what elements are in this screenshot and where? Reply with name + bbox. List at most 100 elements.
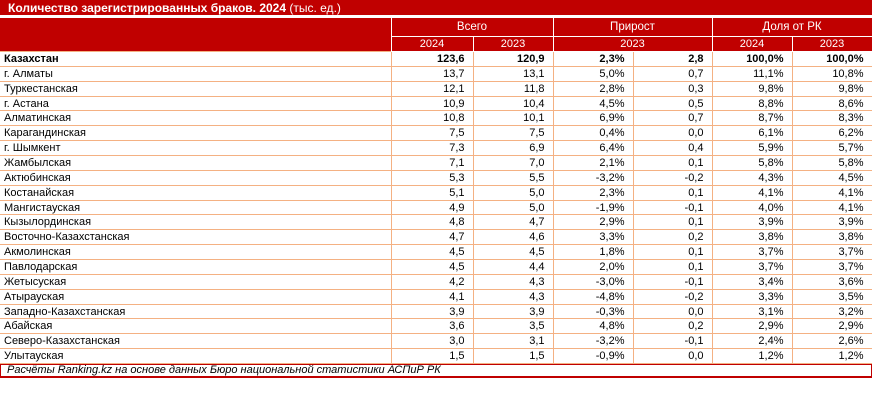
table-row: Акмолинская 4,5 4,5 1,8% 0,1 3,7% 3,7% xyxy=(0,244,872,261)
cell-s24: 2,4% xyxy=(711,333,793,350)
cell-g_pct: 0,4% xyxy=(552,125,634,142)
cell-g_pct: 2,0% xyxy=(552,259,634,275)
cell-t23: 7,0 xyxy=(472,155,554,171)
cell-region: г. Астана xyxy=(0,95,392,112)
cell-s24: 100,0% xyxy=(711,51,793,67)
cell-g_abs: -0,1 xyxy=(632,199,713,216)
cell-t24: 4,7 xyxy=(390,229,474,246)
cell-g_pct: 3,3% xyxy=(552,229,634,246)
cell-g_pct: -0,3% xyxy=(552,303,634,320)
source-note: Расчёты Ranking.kz на основе данных Бюро… xyxy=(0,364,872,379)
table-row: Северо-Казахстанская 3,0 3,1 -3,2% -0,1 2,4% 2… xyxy=(0,333,872,350)
cell-t23: 10,1 xyxy=(472,110,554,127)
cell-g_abs: 0,7 xyxy=(632,110,713,127)
cell-s24: 3,3% xyxy=(711,288,793,305)
cell-region: Мангистауская xyxy=(0,199,392,216)
cell-t23: 4,4 xyxy=(472,259,554,275)
cell-g_pct: -4,8% xyxy=(552,288,634,305)
cell-t24: 3,0 xyxy=(390,333,474,350)
cell-g_abs: 0,1 xyxy=(632,259,713,275)
cell-t24: 7,3 xyxy=(390,140,474,157)
table-row: Восточно-Казахстанская 4,7 4,6 3,3% 0,2 3,8% 3… xyxy=(0,229,872,246)
cell-s24: 5,9% xyxy=(711,140,793,157)
cell-g_pct: -3,2% xyxy=(552,169,634,186)
cell-t23: 6,9 xyxy=(472,140,554,157)
cell-t23: 1,5 xyxy=(472,348,554,365)
cell-t24: 7,1 xyxy=(390,155,474,171)
cell-g_pct: 2,8% xyxy=(552,80,634,97)
cell-s23: 6,2% xyxy=(791,125,872,142)
cell-s24: 3,8% xyxy=(711,229,793,246)
cell-t23: 4,7 xyxy=(472,214,554,231)
table-row: г. Алматы 13,7 13,1 5,0% 0,7 11,1% 10,8% xyxy=(0,65,872,82)
cell-s24: 5,8% xyxy=(711,155,793,171)
cell-g_abs: 0,1 xyxy=(632,214,713,231)
cell-region: Павлодарская xyxy=(0,259,392,275)
table-title-main: Количество зарегистрированных браков. 20… xyxy=(8,1,287,15)
cell-s23: 3,7% xyxy=(791,244,872,261)
table-row: Улытауская 1,5 1,5 -0,9% 0,0 1,2% 1,2% xyxy=(0,348,872,365)
cell-g_abs: 0,0 xyxy=(632,348,713,365)
cell-t23: 13,1 xyxy=(472,65,554,82)
cell-g_abs: 0,2 xyxy=(632,318,713,335)
cell-s24: 6,1% xyxy=(711,125,793,142)
cell-t24: 4,2 xyxy=(390,273,474,290)
cell-g_abs: 0,1 xyxy=(632,244,713,261)
cell-t24: 4,9 xyxy=(390,199,474,216)
cell-t24: 4,5 xyxy=(390,259,474,275)
cell-s24: 11,1% xyxy=(711,65,793,82)
cell-t23: 4,6 xyxy=(472,229,554,246)
cell-t24: 5,1 xyxy=(390,184,474,201)
cell-region: Восточно-Казахстанская xyxy=(0,229,392,246)
cell-g_pct: 2,9% xyxy=(552,214,634,231)
table-row: Абайская 3,6 3,5 4,8% 0,2 2,9% 2,9% xyxy=(0,318,872,335)
cell-s23: 5,8% xyxy=(791,155,872,171)
cell-g_pct: 1,8% xyxy=(552,244,634,261)
cell-region: Кызылординская xyxy=(0,214,392,231)
header-group-total: Всего xyxy=(390,17,554,37)
cell-g_abs: 2,8 xyxy=(632,51,713,67)
cell-g_pct: 2,3% xyxy=(552,184,634,201)
table-row: г. Шымкент 7,3 6,9 6,4% 0,4 5,9% 5,7% xyxy=(0,140,872,157)
cell-s23: 4,1% xyxy=(791,184,872,201)
cell-s24: 3,4% xyxy=(711,273,793,290)
cell-region: Жамбылская xyxy=(0,155,392,171)
cell-t24: 10,9 xyxy=(390,95,474,112)
cell-s23: 4,1% xyxy=(791,199,872,216)
table-row: Павлодарская 4,5 4,4 2,0% 0,1 3,7% 3,7% xyxy=(0,259,872,275)
cell-g_abs: -0,2 xyxy=(632,288,713,305)
cell-t24: 1,5 xyxy=(390,348,474,365)
cell-t24: 4,1 xyxy=(390,288,474,305)
table-row: Жетысуская 4,2 4,3 -3,0% -0,1 3,4% 3,6% xyxy=(0,273,872,290)
cell-region: Северо-Казахстанская xyxy=(0,333,392,350)
cell-s23: 8,6% xyxy=(791,95,872,112)
cell-t23: 10,4 xyxy=(472,95,554,112)
table-row: г. Астана 10,9 10,4 4,5% 0,5 8,8% 8,6% xyxy=(0,95,872,112)
cell-s23: 2,6% xyxy=(791,333,872,350)
cell-g_pct: -1,9% xyxy=(552,199,634,216)
marriages-table: Всего Прирост Доля от РК 2024 2023 2023 … xyxy=(0,17,872,365)
cell-g_abs: 0,2 xyxy=(632,229,713,246)
cell-region: Жетысуская xyxy=(0,273,392,290)
table-title: Количество зарегистрированных браков. 20… xyxy=(0,0,872,17)
cell-s23: 1,2% xyxy=(791,348,872,365)
cell-g_pct: -3,0% xyxy=(552,273,634,290)
cell-g_pct: 2,1% xyxy=(552,155,634,171)
cell-g_abs: -0,1 xyxy=(632,333,713,350)
cell-g_abs: 0,3 xyxy=(632,80,713,97)
cell-g_abs: 0,5 xyxy=(632,95,713,112)
cell-g_pct: 4,5% xyxy=(552,95,634,112)
cell-g_pct: 2,3% xyxy=(552,51,634,67)
table-row: Мангистауская 4,9 5,0 -1,9% -0,1 4,0% 4,1% xyxy=(0,199,872,216)
cell-s24: 3,9% xyxy=(711,214,793,231)
cell-region: Абайская xyxy=(0,318,392,335)
cell-t23: 11,8 xyxy=(472,80,554,97)
cell-t23: 3,1 xyxy=(472,333,554,350)
header-group-share: Доля от РК xyxy=(711,17,872,37)
cell-s24: 3,7% xyxy=(711,259,793,275)
cell-g_abs: 0,1 xyxy=(632,155,713,171)
cell-t23: 5,5 xyxy=(472,169,554,186)
cell-s24: 4,0% xyxy=(711,199,793,216)
cell-region: Туркестанская xyxy=(0,80,392,97)
